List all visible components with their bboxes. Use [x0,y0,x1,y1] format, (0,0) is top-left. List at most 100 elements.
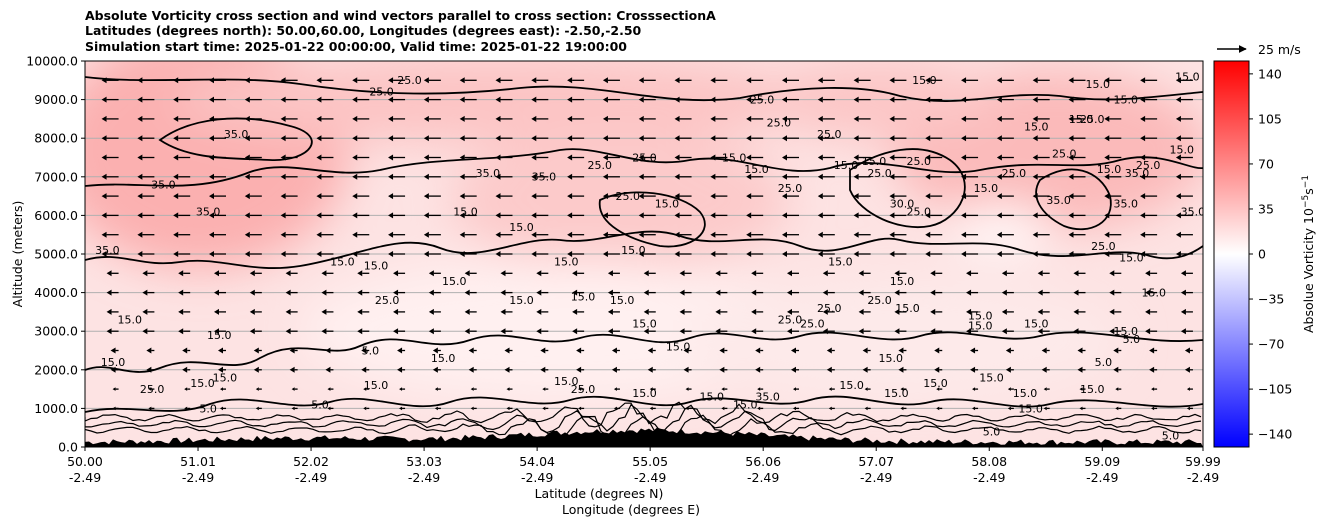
wind-vector-head-9-14 [602,231,608,238]
wind-vector-head-14-28 [1104,135,1110,142]
wind-vector-head-11-17 [710,193,716,200]
contour-label-36: 15.0 [554,375,579,388]
x-tick-lat-9: 59.09 [1084,454,1120,469]
y-axis: 0.0 1000.0 2000.0 3000.0 4000.0 5000.0 6000.0 7… [26,54,85,455]
wind-vector-head-15-5 [280,115,286,122]
wind-vector-head-3-15 [647,347,653,354]
wind-vector-head-17-29 [1140,77,1146,84]
wind-vector-head-1-28 [1115,387,1119,391]
wind-vector-head-11-24 [961,193,967,200]
wind-vector-head-7-12 [536,270,542,277]
terrain-contour-0 [85,414,1202,442]
wind-vector-head-12-5 [280,173,286,180]
wind-vector-head-8-6 [316,251,322,257]
x-tick-lat-2: 52.02 [293,454,329,469]
contour-label-76: 35.0 [1046,194,1071,207]
wind-vector-head-11-25 [996,193,1002,200]
wind-vector-head-10-4 [244,212,250,219]
x-axis-label-latitude: Latitude (degrees N) [535,486,664,501]
wind-vector-head-6-8 [393,289,399,296]
wind-vector-head-17-24 [961,77,967,84]
wind-vector-head-11-20 [817,193,823,200]
x-axis: 50.00-2.4951.01-2.4952.02-2.4953.03-2.49… [67,447,1221,485]
wind-vector-head-9-3 [209,231,215,238]
y-tick-label-5: 5000.0 [34,247,78,262]
wind-vector-head-17-21 [853,77,859,84]
contour-label-25: 15.0 [207,329,232,342]
wind-vector-head-10-8 [388,212,394,219]
x-tick-lon-6: -2.49 [747,470,779,485]
wind-vector-head-8-15 [638,251,644,257]
wind-vector-head-1-13 [578,387,582,391]
wind-vector-head-15-9 [423,115,429,122]
colorbar-tick-label-7: −105 [1258,382,1292,397]
wind-key-label: 25 m/s [1258,42,1301,57]
wind-vector-head-16-28 [1104,96,1110,103]
wind-vector-head-16-19 [781,96,787,103]
contour-label-33: 15.0 [364,379,389,392]
wind-vector-head-9-1 [137,231,143,238]
wind-vector-head-10-23 [925,212,931,219]
wind-vector-head-17-27 [1068,77,1074,84]
wind-vector-head-2-9 [432,366,438,373]
wind-vector-head-1-15 [649,387,653,391]
wind-vector-head-3-28 [1113,347,1119,354]
wind-vector-head-15-20 [817,115,823,122]
wind-vector-head-2-1 [146,366,152,373]
wind-vector-head-17-28 [1104,77,1110,84]
wind-vector-head-4-24 [966,328,972,335]
contour-label-8: 25.0 [588,159,613,172]
wind-vector-head-12-28 [1104,173,1110,180]
wind-vector-head-0-19 [792,406,796,411]
wind-vector-head-0-17 [721,406,725,411]
wind-vector-head-4-2 [178,328,184,335]
wind-vector-head-2-11 [504,366,510,373]
wind-vector-head-15-18 [746,115,752,122]
wind-vector-head-13-27 [1068,154,1074,161]
wind-vector-head-3-16 [683,347,689,354]
wind-vector-head-1-2 [184,387,188,391]
wind-vector-head-14-26 [1032,135,1038,142]
wind-vector-head-2-22 [898,366,904,373]
wind-vector-head-4-10 [464,328,470,335]
wind-vector-head-12-3 [209,173,215,180]
x-tick-lon-9: -2.49 [1086,470,1118,485]
wind-vector-head-15-24 [961,115,967,122]
wind-vector-head-8-30 [1175,251,1181,257]
contour-label-18: 25.0 [375,294,400,307]
wind-vector-head-7-13 [572,270,578,277]
wind-vector-head-4-29 [1145,328,1151,335]
wind-vector-head-13-3 [209,154,215,161]
contour-label-92: 5.0 [1095,356,1113,369]
wind-vector-head-5-9 [428,308,434,315]
wind-vector-head-3-17 [719,347,725,354]
wind-vector-head-17-16 [674,77,680,84]
contour-label-39: 15.0 [699,391,724,404]
contour-label-41: 15.0 [733,398,758,411]
wind-vector-head-13-15 [638,154,644,161]
wind-key: 25 m/s [1217,42,1301,57]
x-tick-lat-10: 59.99 [1185,454,1221,469]
wind-vector-head-10-13 [567,212,573,219]
wind-vector-head-3-1 [146,347,152,354]
wind-vector-head-14-18 [746,135,752,142]
wind-vector-head-13-4 [244,154,250,161]
wind-vector-head-15-11 [495,115,501,122]
wind-vector-head-9-12 [531,231,537,238]
wind-vector-head-9-22 [889,231,895,238]
wind-vector-head-5-2 [178,308,184,315]
wind-vector-head-1-21 [864,387,868,391]
wind-vector-head-16-26 [1032,96,1038,103]
wind-vector-head-4-27 [1073,328,1079,335]
wind-vector-head-5-3 [214,308,220,315]
wind-vector-head-5-5 [285,308,291,315]
wind-vector-head-6-30 [1180,289,1186,296]
wind-vector-head-14-24 [961,135,967,142]
wind-vector-head-10-10 [459,212,465,219]
colorbar-ticks: 140 105 70 35 0 −35 −70 −105 −140 [1249,66,1292,442]
wind-vector-head-2-15 [647,366,653,373]
contour-line-f [85,395,1203,413]
wind-vector-head-11-12 [531,193,537,200]
wind-vector-head-5-12 [536,308,542,315]
wind-vector-head-2-8 [397,366,403,373]
